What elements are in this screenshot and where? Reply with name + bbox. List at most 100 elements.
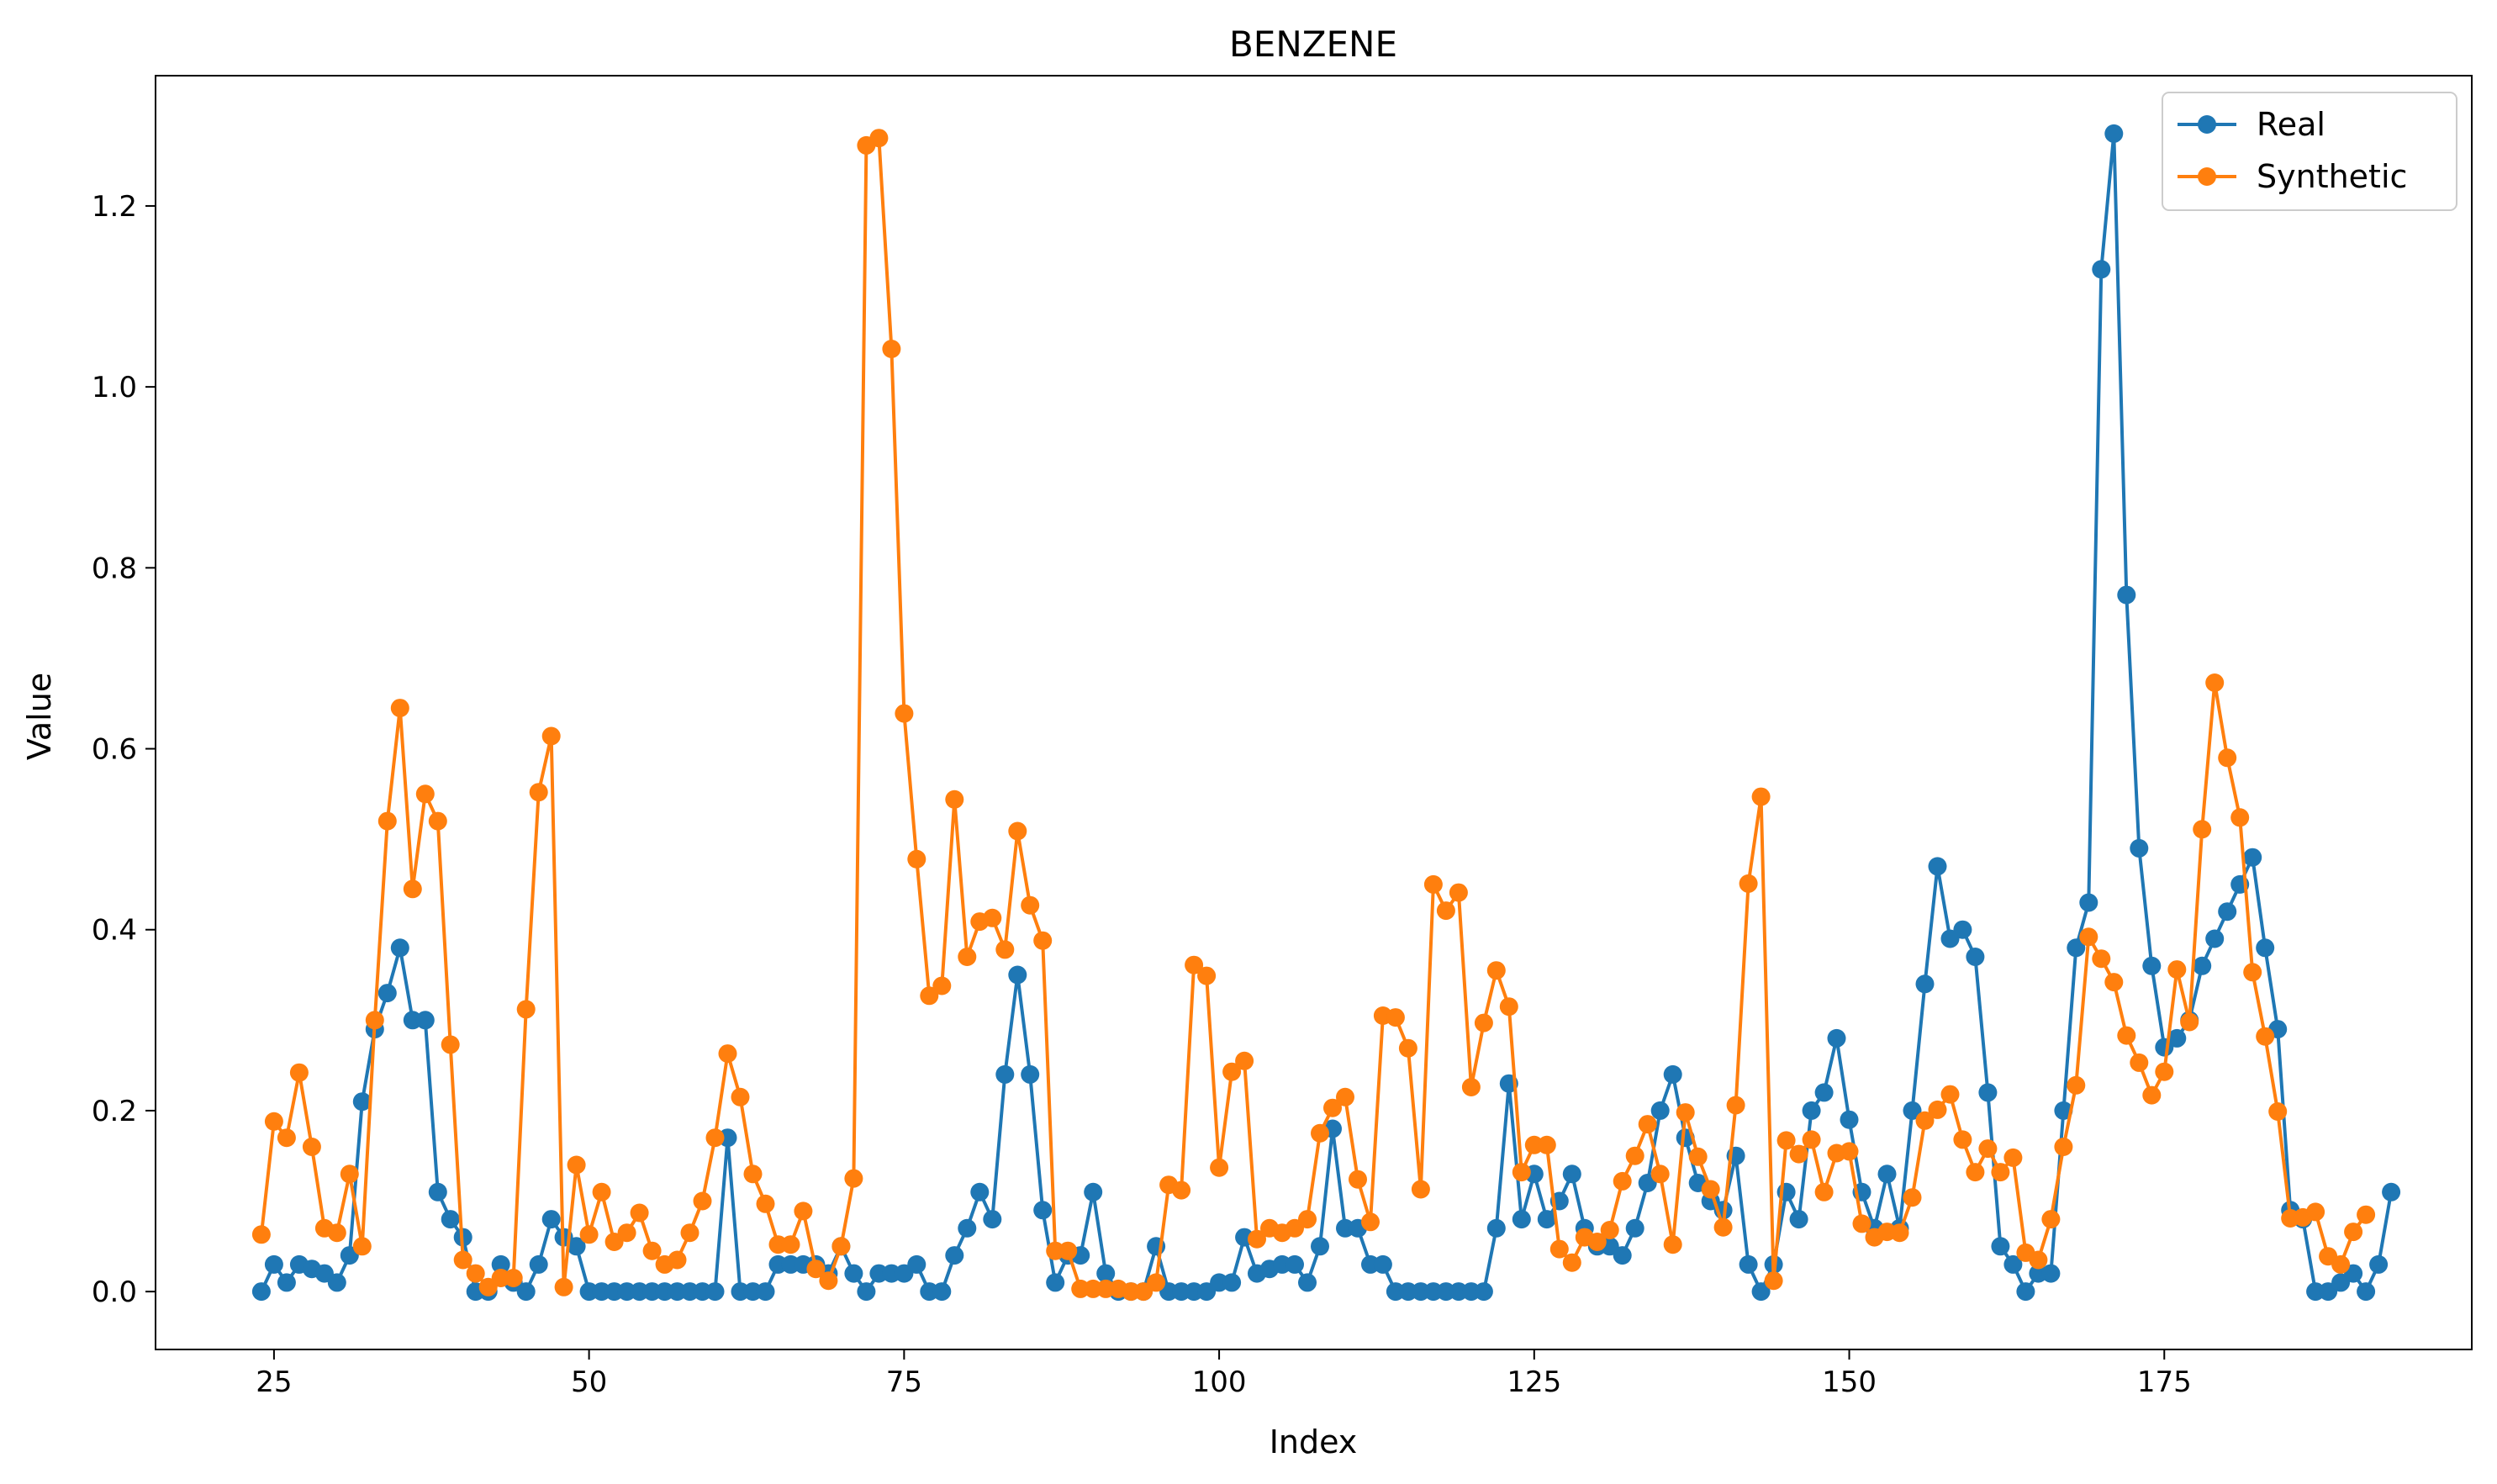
data-point [1726,1096,1745,1115]
data-point [415,1011,435,1030]
data-point [1398,1038,1417,1058]
data-point [1625,1218,1644,1238]
data-point [1512,1210,1531,1229]
data-point [352,1237,372,1256]
data-point [352,1092,372,1112]
data-point [1486,1218,1506,1238]
data-point [1966,948,1985,966]
x-tick-label: 50 [571,1365,607,1399]
chart-title: BENZENE [1229,24,1397,65]
data-point [718,1044,737,1064]
data-point [2193,956,2212,975]
data-point [1814,1083,1834,1102]
data-point [1222,1273,1242,1292]
data-point [289,1063,309,1082]
data-point [1008,965,1027,985]
data-point [2041,1264,2061,1283]
data-point [907,849,926,869]
data-point [2117,585,2136,605]
data-point [1802,1101,1821,1120]
y-axis-ticks: 0.0 0.2 0.4 0.6 0.8 1.0 1.2 [92,190,156,1309]
data-point [1953,1130,1972,1149]
data-point [1185,955,1204,974]
data-point [2092,949,2111,969]
data-point [1197,966,1217,985]
x-tick-label: 25 [256,1365,292,1399]
data-point [1058,1241,1078,1260]
data-point [1638,1115,1657,1134]
data-point [1311,1123,1329,1143]
legend-swatch-marker [2198,115,2216,134]
series-layer [251,124,2401,1302]
y-tick-label: 0.2 [92,1095,137,1128]
data-point [1285,1254,1304,1274]
data-point [554,1277,573,1297]
data-point [1008,821,1027,841]
data-point [995,1064,1015,1084]
data-point [1361,1212,1380,1232]
data-point [1877,1164,1897,1184]
data-point [1625,1146,1644,1165]
x-tick-label: 150 [1822,1365,1877,1399]
data-point [2218,902,2237,922]
data-point [1613,1246,1632,1265]
y-axis-label: Value [21,673,58,760]
data-point [920,986,939,1006]
data-point [2344,1223,2363,1242]
data-point [743,1164,763,1184]
data-point [869,129,889,148]
data-point [2142,1085,2162,1105]
data-point [2104,124,2124,143]
data-point [844,1264,863,1283]
data-point [705,1282,725,1302]
data-point [819,1271,838,1291]
data-point [1915,974,1935,994]
data-point [1336,1087,1354,1106]
data-point [2357,1205,2376,1224]
data-point [1562,1253,1581,1272]
data-point [1764,1271,1783,1291]
data-point [1323,1098,1342,1117]
data-point [541,726,561,746]
data-point [680,1223,699,1243]
data-point [932,1282,952,1302]
data-point [630,1203,649,1223]
data-point [2331,1254,2351,1274]
data-point [983,1210,1002,1229]
data-point [1474,1013,1493,1032]
data-point [2306,1202,2325,1222]
data-point [2357,1282,2376,1302]
data-point [932,976,952,995]
data-point [1600,1221,1619,1239]
data-point [516,1000,536,1019]
data-point [1562,1164,1581,1184]
data-point [1033,1201,1053,1220]
data-point [1852,1214,1871,1233]
data-point [377,984,397,1003]
data-point [1499,997,1518,1017]
x-tick-label: 125 [1507,1365,1561,1399]
data-point [2256,1027,2275,1046]
data-point [2155,1062,2174,1081]
data-point [958,948,977,966]
data-point [2243,963,2262,982]
data-point [995,940,1015,959]
data-point [277,1273,296,1292]
data-point [2243,848,2262,867]
y-tick-label: 0.6 [92,733,137,767]
data-point [1587,1233,1607,1251]
data-point [1776,1131,1796,1150]
y-tick-label: 0.4 [92,914,137,948]
legend-label: Synthetic [2257,158,2407,195]
data-point [1349,1170,1367,1189]
data-point [756,1194,775,1213]
data-point [1676,1103,1695,1122]
data-point [756,1282,775,1302]
series-synthetic [251,129,2376,1302]
data-point [1663,1064,1682,1084]
data-point [1033,931,1053,950]
legend-swatch-marker [2198,167,2216,186]
data-point [2054,1101,2073,1120]
data-point [1827,1028,1846,1048]
data-point [415,784,435,804]
